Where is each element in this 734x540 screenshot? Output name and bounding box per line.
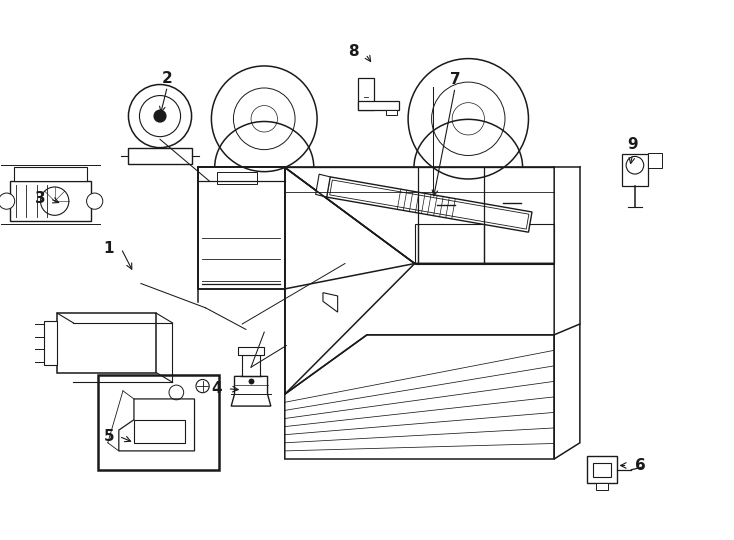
Bar xyxy=(647,153,662,168)
Bar xyxy=(358,101,399,110)
Polygon shape xyxy=(327,177,532,232)
Bar xyxy=(98,375,219,470)
Circle shape xyxy=(128,85,192,147)
Circle shape xyxy=(0,193,15,209)
Bar xyxy=(596,483,608,490)
Text: 9: 9 xyxy=(628,137,638,152)
Bar xyxy=(622,154,647,186)
Bar xyxy=(57,313,156,373)
Polygon shape xyxy=(119,399,195,451)
Bar xyxy=(593,463,611,476)
Polygon shape xyxy=(231,376,271,406)
Polygon shape xyxy=(316,174,330,197)
Text: 3: 3 xyxy=(35,191,46,206)
Bar xyxy=(44,321,57,365)
Text: 6: 6 xyxy=(635,458,645,473)
Bar xyxy=(358,78,374,110)
Bar xyxy=(14,167,87,181)
Bar xyxy=(217,172,256,184)
Text: 5: 5 xyxy=(103,429,114,444)
Text: 1: 1 xyxy=(103,241,114,256)
Bar xyxy=(134,420,186,443)
Text: 4: 4 xyxy=(211,381,222,396)
Circle shape xyxy=(87,193,103,209)
Text: 2: 2 xyxy=(162,71,172,86)
Bar xyxy=(242,355,260,376)
Bar xyxy=(128,147,192,164)
Bar xyxy=(10,181,91,221)
Bar xyxy=(238,347,264,355)
Bar xyxy=(386,110,397,115)
Circle shape xyxy=(154,110,166,122)
Bar xyxy=(587,456,617,483)
Text: 8: 8 xyxy=(349,44,359,59)
Text: 7: 7 xyxy=(450,72,460,87)
